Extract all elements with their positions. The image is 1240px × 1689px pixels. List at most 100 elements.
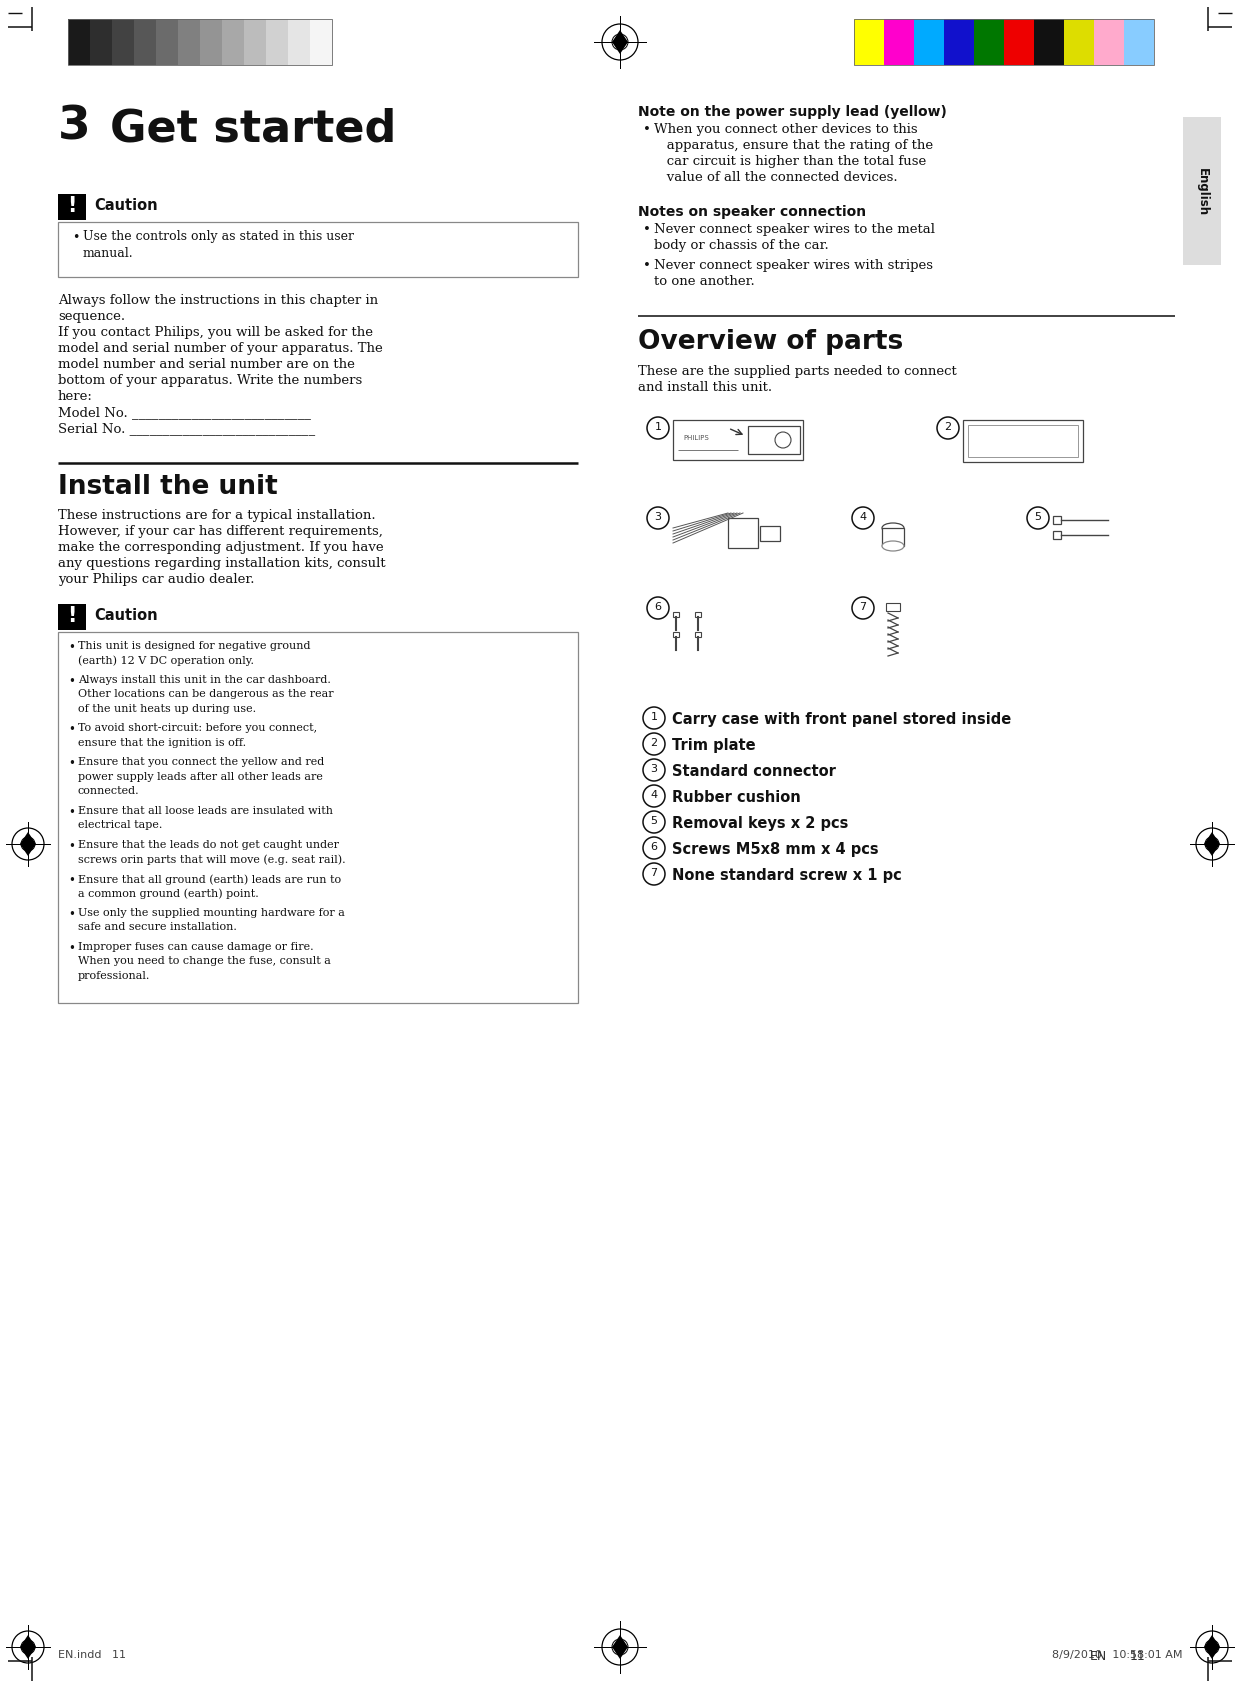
Text: ensure that the ignition is off.: ensure that the ignition is off. [78, 738, 246, 748]
Bar [112, 20, 134, 66]
Text: manual.: manual. [83, 247, 134, 260]
Text: 8/9/2010   10:58:01 AM: 8/9/2010 10:58:01 AM [1052, 1648, 1182, 1659]
Bar [887, 603, 900, 611]
Text: make the corresponding adjustment. If you have: make the corresponding adjustment. If yo… [58, 540, 383, 554]
Text: 4: 4 [859, 512, 867, 522]
Text: connected.: connected. [78, 785, 140, 796]
Text: •: • [644, 258, 651, 272]
Text: electrical tape.: electrical tape. [78, 821, 162, 829]
Bar [760, 527, 780, 542]
Text: However, if your car has different requirements,: However, if your car has different requi… [58, 525, 383, 537]
Text: (earth) 12 V DC operation only.: (earth) 12 V DC operation only. [78, 655, 254, 665]
Text: 2: 2 [651, 738, 657, 748]
Bar [694, 633, 701, 638]
Text: Ensure that all loose leads are insulated with: Ensure that all loose leads are insulate… [78, 806, 334, 816]
Bar [68, 20, 91, 66]
Text: of the unit heats up during use.: of the unit heats up during use. [78, 704, 257, 713]
Text: screws orin parts that will move (e.g. seat rail).: screws orin parts that will move (e.g. s… [78, 855, 346, 865]
Text: Never connect speaker wires to the metal: Never connect speaker wires to the metal [653, 223, 935, 236]
Bar [58, 223, 578, 277]
Text: •: • [68, 640, 74, 654]
Bar [884, 20, 914, 66]
Text: and install this unit.: and install this unit. [639, 380, 773, 394]
Text: Caution: Caution [94, 198, 157, 213]
Text: Other locations can be dangerous as the rear: Other locations can be dangerous as the … [78, 689, 334, 699]
Text: 3: 3 [651, 763, 657, 774]
Text: Use the controls only as stated in this user: Use the controls only as stated in this … [83, 230, 353, 243]
Text: here:: here: [58, 390, 93, 402]
Ellipse shape [882, 542, 904, 552]
Text: •: • [68, 723, 74, 736]
Text: •: • [68, 757, 74, 770]
Text: 1: 1 [655, 422, 661, 432]
Text: your Philips car audio dealer.: your Philips car audio dealer. [58, 573, 254, 586]
Polygon shape [1204, 833, 1220, 856]
Text: to one another.: to one another. [653, 275, 755, 287]
Text: •: • [68, 674, 74, 687]
Text: When you need to change the fuse, consult a: When you need to change the fuse, consul… [78, 956, 331, 966]
Text: 1: 1 [651, 711, 657, 721]
Bar [1053, 517, 1061, 525]
Text: •: • [68, 806, 74, 819]
Bar [58, 194, 86, 221]
Bar [68, 20, 332, 66]
Text: These are the supplied parts needed to connect: These are the supplied parts needed to c… [639, 365, 957, 378]
Text: EN.indd   11: EN.indd 11 [58, 1648, 126, 1659]
Polygon shape [20, 833, 36, 856]
Text: Screws M5x8 mm x 4 pcs: Screws M5x8 mm x 4 pcs [672, 841, 879, 856]
Text: Standard connector: Standard connector [672, 763, 836, 779]
Text: 3: 3 [58, 105, 91, 150]
Text: EN: EN [1090, 1648, 1107, 1662]
Bar [944, 20, 973, 66]
Text: model and serial number of your apparatus. The: model and serial number of your apparatu… [58, 341, 383, 355]
Bar [1034, 20, 1064, 66]
Text: 4: 4 [651, 789, 657, 799]
Bar [1053, 532, 1061, 540]
Text: apparatus, ensure that the rating of the: apparatus, ensure that the rating of the [653, 138, 934, 152]
Text: Notes on speaker connection: Notes on speaker connection [639, 204, 866, 220]
Bar [134, 20, 156, 66]
Text: 5: 5 [1034, 512, 1042, 522]
Text: Use only the supplied mounting hardware for a: Use only the supplied mounting hardware … [78, 907, 345, 917]
Text: Ensure that the leads do not get caught under: Ensure that the leads do not get caught … [78, 839, 339, 850]
Text: 3: 3 [655, 512, 661, 522]
Text: car circuit is higher than the total fuse: car circuit is higher than the total fus… [653, 155, 926, 167]
Text: 5: 5 [651, 816, 657, 826]
Text: Always install this unit in the car dashboard.: Always install this unit in the car dash… [78, 674, 331, 684]
Text: Never connect speaker wires with stripes: Never connect speaker wires with stripes [653, 258, 932, 272]
Text: 7: 7 [859, 601, 867, 611]
Text: 11: 11 [1130, 1648, 1146, 1662]
Text: 6: 6 [655, 601, 661, 611]
Text: •: • [644, 223, 651, 236]
Bar [673, 613, 680, 618]
Bar [748, 427, 800, 454]
Text: safe and secure installation.: safe and secure installation. [78, 922, 237, 932]
Bar [854, 20, 884, 66]
Text: any questions regarding installation kits, consult: any questions regarding installation kit… [58, 557, 386, 569]
Bar [200, 20, 222, 66]
Bar [914, 20, 944, 66]
Text: power supply leads after all other leads are: power supply leads after all other leads… [78, 772, 322, 782]
Text: English: English [1195, 167, 1209, 216]
Text: 2: 2 [945, 422, 951, 432]
Bar [179, 20, 200, 66]
Bar [1183, 118, 1221, 265]
Text: sequence.: sequence. [58, 309, 125, 323]
Bar [673, 633, 680, 638]
Bar [1004, 20, 1034, 66]
Bar [156, 20, 179, 66]
Bar [968, 426, 1078, 458]
Text: Always follow the instructions in this chapter in: Always follow the instructions in this c… [58, 294, 378, 307]
Ellipse shape [882, 524, 904, 534]
Text: •: • [68, 839, 74, 853]
Text: Get started: Get started [110, 106, 397, 150]
Text: Rubber cushion: Rubber cushion [672, 789, 801, 804]
Text: !: ! [67, 196, 77, 216]
Text: Serial No. ____________________________: Serial No. ____________________________ [58, 422, 315, 434]
Text: bottom of your apparatus. Write the numbers: bottom of your apparatus. Write the numb… [58, 373, 362, 387]
Text: Ensure that all ground (earth) leads are run to: Ensure that all ground (earth) leads are… [78, 873, 341, 883]
Text: Improper fuses can cause damage or fire.: Improper fuses can cause damage or fire. [78, 941, 314, 951]
Polygon shape [613, 30, 627, 56]
Text: Caution: Caution [94, 608, 157, 623]
Text: PHILIPS: PHILIPS [683, 434, 709, 441]
